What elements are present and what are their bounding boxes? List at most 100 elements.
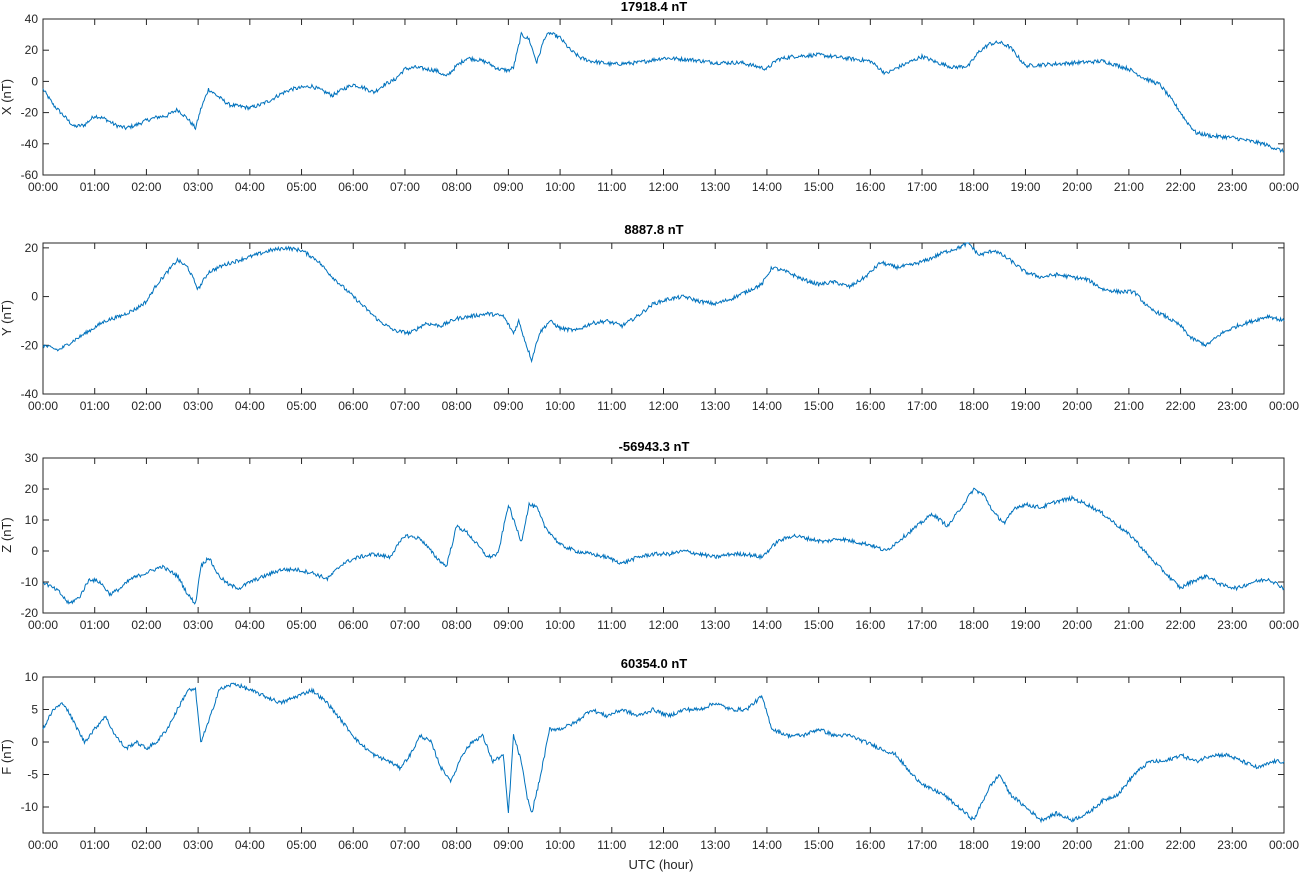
x-tick-label: 22:00 bbox=[1166, 180, 1196, 194]
x-tick-label: 04:00 bbox=[235, 838, 265, 852]
x-tick-label: 12:00 bbox=[648, 838, 678, 852]
x-tick-label: 21:00 bbox=[1114, 399, 1144, 413]
x-tick-label: 14:00 bbox=[752, 180, 782, 194]
panel-z: -56943.3 nT Z (nT) 00:00 01:00 02:00 03:00 0… bbox=[0, 439, 1299, 632]
x-tick-label: 04:00 bbox=[235, 399, 265, 413]
x-tick-label: 06:00 bbox=[338, 838, 368, 852]
x-tick-label: 10:00 bbox=[545, 618, 575, 632]
x-tick-label: 13:00 bbox=[700, 399, 730, 413]
panel-title: 60354.0 nT bbox=[621, 656, 688, 671]
y-axis-label: Z (nT) bbox=[0, 517, 14, 552]
x-tick-label: 09:00 bbox=[493, 618, 523, 632]
x-tick-label: 14:00 bbox=[752, 399, 782, 413]
y-axis-label: X (nT) bbox=[0, 79, 14, 115]
x-tick-label: 19:00 bbox=[1010, 399, 1040, 413]
x-tick-label: 01:00 bbox=[80, 180, 110, 194]
axes-box bbox=[42, 457, 1285, 614]
x-tick-label: 18:00 bbox=[959, 180, 989, 194]
series-line bbox=[42, 487, 1285, 605]
y-tick-label: 0 bbox=[31, 544, 38, 558]
y-tick-label: 0 bbox=[31, 74, 38, 88]
x-tick-label: 22:00 bbox=[1166, 838, 1196, 852]
x-tick-label: 05:00 bbox=[287, 838, 317, 852]
x-tick-label: 06:00 bbox=[338, 180, 368, 194]
x-tick-label: 01:00 bbox=[80, 838, 110, 852]
x-tick-label: 09:00 bbox=[493, 838, 523, 852]
x-tick-label: 12:00 bbox=[648, 399, 678, 413]
x-tick-label: 22:00 bbox=[1166, 618, 1196, 632]
x-tick-label: 17:00 bbox=[907, 180, 937, 194]
x-tick-label: 16:00 bbox=[855, 180, 885, 194]
x-tick-label: 09:00 bbox=[493, 180, 523, 194]
x-tick-label: 04:00 bbox=[235, 180, 265, 194]
x-tick-label: 07:00 bbox=[390, 618, 420, 632]
x-tick-label: 13:00 bbox=[700, 180, 730, 194]
x-tick-label: 14:00 bbox=[752, 618, 782, 632]
x-tick-label: 09:00 bbox=[493, 399, 523, 413]
x-tick-label: 15:00 bbox=[804, 180, 834, 194]
x-tick-label: 18:00 bbox=[959, 399, 989, 413]
x-tick-label: 00:00 bbox=[28, 618, 58, 632]
x-tick-label: 00:00 bbox=[1269, 618, 1299, 632]
x-tick-label: 16:00 bbox=[855, 838, 885, 852]
x-tick-label: 03:00 bbox=[183, 618, 213, 632]
x-tick-label: 00:00 bbox=[1269, 838, 1299, 852]
axes-box bbox=[42, 18, 1285, 176]
x-tick-label: 11:00 bbox=[597, 838, 626, 852]
x-tick-label: 08:00 bbox=[442, 838, 472, 852]
y-tick-label: 20 bbox=[25, 482, 39, 496]
y-tick-label: 0 bbox=[31, 735, 38, 749]
x-tick-label: 01:00 bbox=[80, 399, 110, 413]
y-tick-label: 10 bbox=[25, 670, 39, 684]
series-line bbox=[42, 31, 1285, 153]
x-tick-label: 20:00 bbox=[1062, 618, 1092, 632]
panel-f: 60354.0 nT F (nT) UTC (hour) 00:00 01:00 0… bbox=[0, 656, 1299, 872]
y-axis-label: F (nT) bbox=[0, 739, 14, 774]
panel-title: 17918.4 nT bbox=[621, 0, 688, 14]
x-tick-label: 07:00 bbox=[390, 838, 420, 852]
x-tick-label: 22:00 bbox=[1166, 399, 1196, 413]
x-tick-label: 06:00 bbox=[338, 618, 368, 632]
x-tick-label: 15:00 bbox=[804, 838, 834, 852]
x-tick-label: 10:00 bbox=[545, 180, 575, 194]
x-tick-label: 12:00 bbox=[648, 180, 678, 194]
x-tick-label: 08:00 bbox=[442, 618, 472, 632]
x-tick-label: 00:00 bbox=[1269, 180, 1299, 194]
y-tick-label: -20 bbox=[21, 606, 39, 620]
x-tick-label: 16:00 bbox=[855, 399, 885, 413]
x-tick-label: 07:00 bbox=[390, 399, 420, 413]
x-tick-label: 20:00 bbox=[1062, 399, 1092, 413]
x-axis-label: UTC (hour) bbox=[628, 857, 693, 872]
x-tick-label: 00:00 bbox=[28, 399, 58, 413]
x-tick-label: 08:00 bbox=[442, 399, 472, 413]
y-tick-label: 20 bbox=[25, 43, 39, 57]
y-tick-label: 20 bbox=[25, 241, 39, 255]
x-tick-label: 02:00 bbox=[131, 838, 161, 852]
x-tick-label: 13:00 bbox=[700, 838, 730, 852]
x-tick-label: 23:00 bbox=[1217, 618, 1247, 632]
axes-box bbox=[42, 242, 1285, 395]
x-tick-label: 11:00 bbox=[597, 399, 626, 413]
y-tick-label: 5 bbox=[31, 703, 38, 717]
series-line bbox=[42, 242, 1285, 364]
x-tick-label: 03:00 bbox=[183, 838, 213, 852]
x-tick-label: 11:00 bbox=[597, 180, 626, 194]
y-tick-label: -10 bbox=[21, 575, 39, 589]
x-tick-label: 17:00 bbox=[907, 618, 937, 632]
x-tick-label: 10:00 bbox=[545, 399, 575, 413]
x-tick-label: 00:00 bbox=[1269, 399, 1299, 413]
y-tick-label: -5 bbox=[27, 768, 38, 782]
x-tick-label: 21:00 bbox=[1114, 618, 1144, 632]
x-tick-label: 23:00 bbox=[1217, 180, 1247, 194]
y-tick-label: 10 bbox=[25, 513, 39, 527]
x-tick-label: 13:00 bbox=[700, 618, 730, 632]
x-tick-label: 12:00 bbox=[648, 618, 678, 632]
x-tick-label: 18:00 bbox=[959, 838, 989, 852]
x-tick-label: 02:00 bbox=[131, 618, 161, 632]
y-tick-label: -20 bbox=[21, 106, 39, 120]
x-tick-label: 21:00 bbox=[1114, 180, 1144, 194]
x-tick-label: 05:00 bbox=[287, 618, 317, 632]
x-tick-label: 01:00 bbox=[80, 618, 110, 632]
x-tick-label: 03:00 bbox=[183, 399, 213, 413]
